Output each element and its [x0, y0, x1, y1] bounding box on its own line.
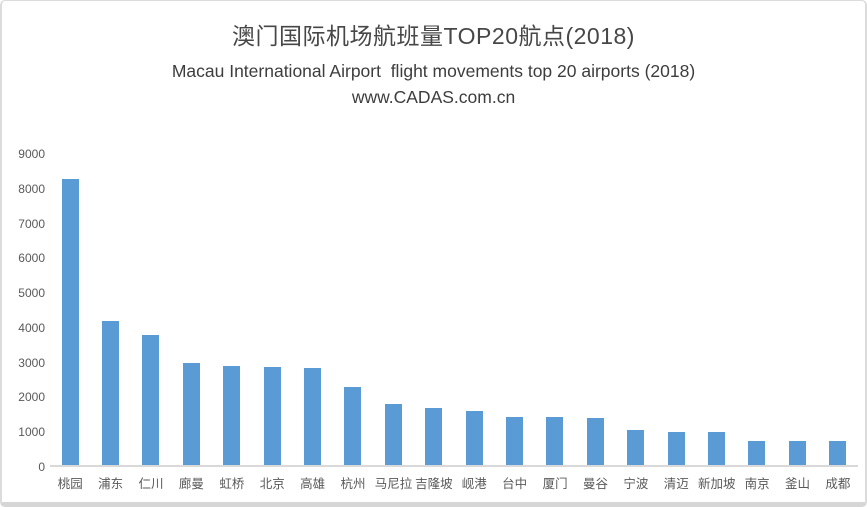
x-tick-label: 北京 — [259, 477, 285, 491]
y-tick-label: 4000 — [18, 320, 45, 335]
x-tick-label: 吉隆坡 — [415, 477, 453, 491]
x-tick-label: 台中 — [502, 477, 528, 491]
bar-6 — [263, 366, 281, 465]
bar-18 — [748, 440, 766, 465]
bar-15 — [627, 430, 645, 465]
x-tick-label: 厦门 — [542, 477, 568, 491]
source-website: www.CADAS.com.cn — [351, 87, 516, 107]
x-tick-label: 浦东 — [98, 477, 124, 491]
x-axis: 桃园 浦东 仁川 廊曼 虹桥 北京 高雄 杭州 马尼拉 吉隆坡 岘港 台中 厦门 曼谷 宁波 清迈 新加坡 南京 釜… — [50, 475, 858, 493]
plot-area — [50, 154, 858, 467]
y-tick-label: 0 — [38, 460, 45, 474]
chart-title: 澳门国际机场航班量TOP20航点(2018) — [232, 23, 635, 49]
y-axis: 0 1000 2000 3000 4000 5000 6000 7000 8000 9000 — [2, 1, 45, 502]
bar-4 — [182, 362, 200, 465]
x-tick-label: 马尼拉 — [374, 477, 413, 491]
bar-16 — [667, 431, 685, 465]
bar-2 — [102, 321, 120, 465]
x-tick-label: 成都 — [825, 477, 851, 491]
bar-14 — [586, 417, 604, 465]
x-tick-label: 廊曼 — [178, 477, 204, 491]
x-tick-label: 虹桥 — [219, 477, 245, 491]
bar-19 — [788, 440, 806, 465]
y-tick-label: 1000 — [18, 425, 45, 440]
bar-20 — [829, 441, 847, 465]
bar-9 — [384, 403, 402, 465]
x-tick-label: 岘港 — [461, 477, 487, 491]
x-tick-label: 仁川 — [138, 477, 164, 491]
bar-7 — [304, 367, 322, 465]
bar-10 — [425, 408, 443, 465]
bar-12 — [505, 416, 523, 465]
x-tick-label: 南京 — [744, 477, 770, 491]
y-tick-label: 8000 — [18, 181, 45, 196]
bar-17 — [707, 432, 725, 465]
y-tick-label: 9000 — [18, 147, 45, 161]
x-tick-label: 高雄 — [300, 477, 326, 491]
x-tick-label: 清迈 — [663, 477, 689, 491]
x-tick-label: 桃园 — [57, 477, 83, 491]
bar-1 — [61, 178, 79, 465]
bar-5 — [223, 365, 241, 465]
chart-subtitle: Macau International Airport flight movem… — [171, 61, 696, 81]
x-tick-label: 新加坡 — [697, 477, 736, 491]
y-tick-label: 7000 — [18, 216, 45, 231]
x-tick-label: 杭州 — [340, 477, 366, 491]
bar-11 — [465, 410, 483, 465]
bar-8 — [344, 386, 362, 465]
x-tick-label: 宁波 — [623, 477, 649, 491]
bar-13 — [546, 417, 564, 465]
bar-3 — [142, 335, 160, 465]
y-tick-label: 2000 — [18, 390, 45, 405]
y-tick-label: 3000 — [18, 355, 45, 370]
x-tick-label: 曼谷 — [582, 477, 608, 491]
y-tick-label: 6000 — [18, 251, 45, 266]
y-tick-label: 5000 — [18, 286, 45, 301]
x-tick-label: 釜山 — [785, 477, 811, 491]
